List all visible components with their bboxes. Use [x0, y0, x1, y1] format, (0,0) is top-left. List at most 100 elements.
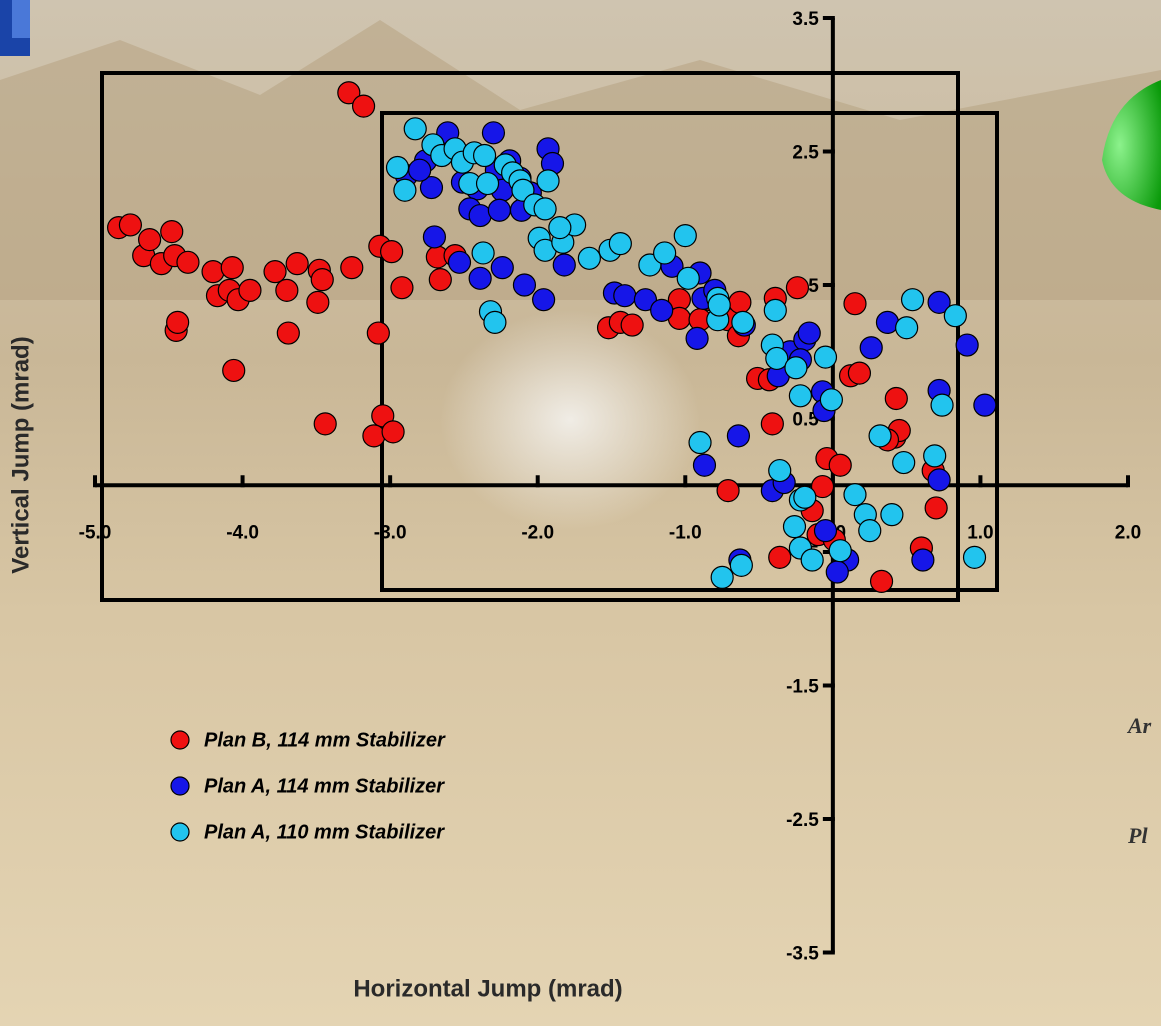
- legend-label: Plan B, 114 mm Stabilizer: [204, 729, 446, 751]
- point: [843, 292, 867, 316]
- region-box: [380, 111, 999, 592]
- y-axis-title: Vertical Jump (mrad): [7, 336, 34, 573]
- point: [468, 266, 492, 290]
- legend-marker: [170, 822, 190, 842]
- point: [337, 81, 361, 105]
- point: [310, 268, 334, 292]
- point: [275, 278, 299, 302]
- point: [475, 171, 500, 196]
- x-tick-label: 1.0: [967, 522, 993, 543]
- point: [285, 252, 309, 276]
- legend-marker: [170, 730, 190, 750]
- point: [471, 241, 495, 265]
- point: [276, 321, 300, 345]
- point: [924, 496, 948, 520]
- annotation: Pl: [1127, 823, 1148, 848]
- point: [911, 548, 935, 572]
- point: [726, 424, 751, 448]
- point: [481, 121, 506, 145]
- x-tick-label: -5.0: [79, 522, 112, 543]
- point: [843, 482, 867, 507]
- point: [366, 321, 390, 345]
- point: [729, 553, 753, 577]
- point: [673, 224, 697, 248]
- point: [313, 412, 337, 436]
- point: [468, 203, 492, 228]
- point: [381, 420, 405, 444]
- mountains: [0, 20, 1161, 300]
- point: [813, 519, 838, 543]
- point: [532, 288, 556, 312]
- point: [869, 569, 894, 593]
- point: [895, 316, 919, 340]
- point: [380, 240, 404, 264]
- point: [340, 256, 364, 280]
- point: [222, 358, 246, 383]
- point: [487, 198, 511, 222]
- point: [403, 117, 427, 141]
- point: [765, 346, 789, 371]
- point: [868, 424, 892, 448]
- point: [613, 284, 637, 308]
- point: [393, 178, 417, 202]
- point: [160, 220, 184, 244]
- x-tick-label: -1.0: [669, 522, 702, 543]
- point: [306, 290, 330, 314]
- point: [688, 430, 712, 455]
- point: [768, 458, 792, 483]
- point: [892, 450, 916, 475]
- legend-label: Plan A, 114 mm Stabilizer: [204, 775, 445, 797]
- point: [797, 321, 821, 345]
- cone-icon: [1102, 80, 1161, 210]
- point: [176, 250, 200, 274]
- point: [490, 256, 514, 280]
- point: [533, 197, 557, 221]
- point: [138, 228, 162, 252]
- point: [536, 169, 560, 193]
- annotation: Ar: [1126, 713, 1152, 738]
- point: [875, 310, 900, 334]
- point: [220, 256, 244, 280]
- point: [548, 215, 572, 240]
- point: [362, 424, 386, 448]
- point: [419, 175, 444, 200]
- point: [716, 478, 740, 503]
- point: [422, 225, 447, 249]
- point: [800, 548, 824, 572]
- point: [608, 232, 632, 256]
- smoke: [440, 310, 700, 530]
- point: [858, 519, 882, 543]
- point: [653, 241, 677, 265]
- point: [577, 246, 601, 270]
- point: [650, 298, 674, 322]
- point: [238, 278, 262, 302]
- point: [351, 94, 376, 118]
- point: [447, 250, 472, 274]
- point: [923, 444, 947, 468]
- point: [728, 290, 752, 314]
- y-tick-label: 2.5: [792, 143, 819, 164]
- point: [900, 288, 925, 312]
- point: [760, 412, 784, 436]
- y-tick-label: -1.5: [786, 677, 819, 698]
- region-box: [100, 71, 960, 602]
- x-axis-title: Horizontal Jump (mrad): [353, 975, 622, 1002]
- point: [118, 213, 143, 237]
- point: [472, 143, 497, 168]
- point: [955, 333, 979, 357]
- legend-marker: [170, 776, 190, 796]
- point: [847, 361, 872, 385]
- point: [825, 560, 849, 584]
- point: [788, 384, 812, 408]
- point: [785, 276, 810, 300]
- point: [263, 260, 287, 284]
- point: [930, 393, 954, 417]
- point: [880, 503, 904, 527]
- point: [962, 545, 987, 569]
- point: [408, 158, 432, 182]
- point: [385, 155, 410, 180]
- point: [828, 453, 852, 477]
- point: [633, 288, 658, 312]
- point: [927, 468, 951, 492]
